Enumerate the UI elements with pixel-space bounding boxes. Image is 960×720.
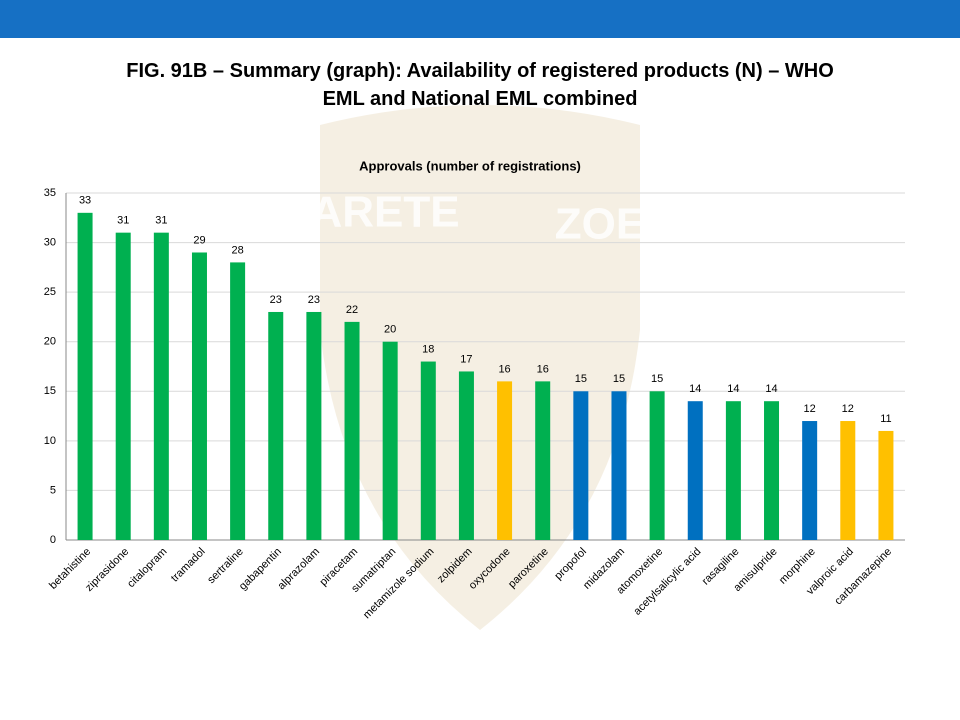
- bar: [344, 321, 360, 540]
- y-tick-label: 20: [44, 336, 56, 348]
- data-label: 29: [193, 234, 205, 246]
- y-tick-label: 30: [44, 236, 56, 248]
- data-label: 12: [804, 403, 816, 415]
- bar: [802, 421, 818, 540]
- x-tick-label: acetylsalicylic acid: [631, 546, 703, 618]
- y-tick-label: 25: [44, 286, 56, 298]
- data-label: 18: [422, 343, 434, 355]
- watermark-text: ZOE: [555, 200, 645, 249]
- bar: [687, 401, 703, 540]
- bar: [306, 311, 322, 540]
- x-tick-label: alprazolam: [276, 546, 323, 593]
- data-label: 22: [346, 304, 358, 316]
- data-label: 14: [689, 383, 701, 395]
- bar: [153, 232, 169, 540]
- data-label: 14: [727, 383, 739, 395]
- data-label: 16: [498, 363, 510, 375]
- data-label: 17: [460, 353, 472, 365]
- bar: [764, 401, 780, 540]
- data-label: 31: [117, 215, 129, 227]
- y-tick-label: 0: [50, 534, 56, 546]
- x-tick-label: citalopram: [125, 546, 169, 590]
- bar: [77, 212, 93, 541]
- bar: [497, 381, 513, 540]
- bar: [725, 401, 741, 540]
- bar: [878, 430, 894, 540]
- bar: [115, 232, 131, 540]
- data-label: 12: [842, 403, 854, 415]
- y-tick-label: 15: [44, 385, 56, 397]
- data-label: 20: [384, 324, 396, 336]
- bar: [649, 391, 665, 540]
- bar: [611, 391, 627, 540]
- bar: [420, 361, 436, 540]
- slide-title: FIG. 91B – Summary (graph): Availability…: [126, 60, 834, 110]
- x-tick-label: tramadol: [169, 546, 208, 585]
- data-label: 11: [880, 413, 891, 425]
- watermark-shield: [320, 105, 640, 630]
- bar: [535, 381, 551, 540]
- y-tick-label: 35: [44, 187, 56, 199]
- data-label: 31: [155, 215, 167, 227]
- data-label: 23: [308, 294, 320, 306]
- x-tick-label: propofol: [552, 546, 589, 583]
- data-label: 16: [537, 363, 549, 375]
- y-tick-label: 5: [50, 484, 56, 496]
- bar: [268, 311, 284, 540]
- data-label: 33: [79, 195, 91, 207]
- data-label: 15: [575, 373, 587, 385]
- data-label: 23: [270, 294, 282, 306]
- bar: [382, 341, 398, 540]
- header-bar: [0, 0, 960, 38]
- bar: [230, 262, 246, 540]
- data-label: 15: [613, 373, 625, 385]
- bar: [840, 421, 856, 540]
- data-label: 15: [651, 373, 663, 385]
- watermark-text: ARETE: [310, 188, 459, 237]
- bar: [458, 371, 474, 540]
- bar: [573, 391, 589, 540]
- chart-title: Approvals (number of registrations): [359, 158, 581, 173]
- y-tick-label: 10: [44, 435, 56, 447]
- bar: [191, 252, 207, 540]
- data-label: 14: [765, 383, 777, 395]
- data-label: 28: [231, 244, 243, 256]
- x-tick-label: metamizole sodium: [361, 546, 436, 621]
